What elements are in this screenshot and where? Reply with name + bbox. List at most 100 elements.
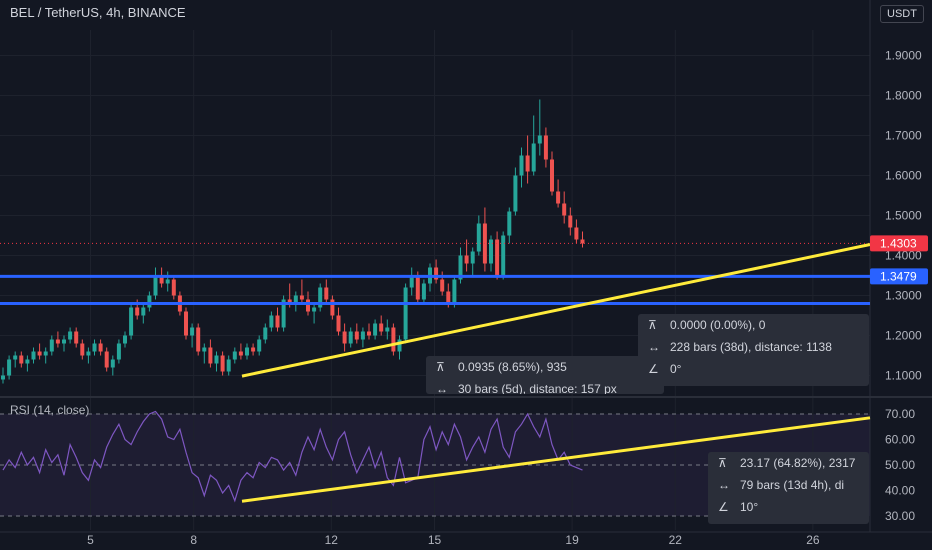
price-tag-label: 1.3479 bbox=[880, 269, 917, 283]
measure-box-2[interactable]: ⊼ 0.0000 (0.00%), 0 ↔ 228 bars (38d), dist… bbox=[638, 314, 869, 386]
candle-body bbox=[525, 155, 530, 172]
measure-angle: 0° bbox=[670, 362, 682, 376]
candle-body bbox=[318, 287, 323, 308]
candle-body bbox=[49, 339, 54, 352]
candle-body bbox=[135, 307, 140, 316]
candle-body bbox=[470, 251, 475, 264]
candle-body bbox=[354, 331, 359, 340]
price-tick-label: 1.3000 bbox=[885, 289, 922, 303]
time-tick-label: 19 bbox=[565, 533, 579, 547]
candle-body bbox=[184, 311, 188, 336]
rsi-line bbox=[2, 410, 583, 503]
candle-body bbox=[391, 327, 396, 352]
price-range-icon: ⊼ bbox=[436, 360, 445, 374]
candle-body bbox=[556, 191, 561, 204]
candle-body bbox=[141, 307, 146, 316]
candle-body bbox=[367, 331, 371, 336]
measure-price-row: ⊼ 0.0935 (8.65%), 935 bbox=[426, 356, 664, 378]
candle-body bbox=[312, 307, 317, 312]
candle-body bbox=[574, 227, 579, 240]
candle-body bbox=[263, 327, 268, 340]
time-tick-label: 15 bbox=[428, 533, 442, 547]
candle-body bbox=[214, 355, 219, 364]
measure-price-change: 0.0000 (0.00%), 0 bbox=[670, 318, 766, 332]
price-tick-label: 1.6000 bbox=[885, 169, 922, 183]
candle-body bbox=[202, 347, 207, 352]
candle-body bbox=[324, 287, 329, 300]
price-tag-bg bbox=[870, 235, 928, 252]
candle-body bbox=[306, 299, 310, 312]
candle-body bbox=[7, 359, 12, 376]
price-tick-label: 1.2000 bbox=[885, 329, 922, 343]
price-tick-label: 1.7000 bbox=[885, 129, 922, 143]
candle-body bbox=[104, 351, 109, 368]
rsi-title: RSI (14, close) bbox=[10, 403, 90, 417]
measure-box-3[interactable]: ⊼ 23.17 (64.82%), 2317 ↔ 79 bars (13d 4h),… bbox=[708, 452, 869, 524]
candle-body bbox=[165, 279, 170, 284]
candle-body bbox=[336, 315, 341, 332]
candle-body bbox=[238, 351, 243, 356]
measure-bars-row: ↔ 228 bars (38d), distance: 1138 bbox=[638, 336, 869, 358]
angle-icon: ∠ bbox=[648, 362, 659, 376]
rsi-trendline bbox=[241, 416, 871, 503]
candle-body bbox=[293, 295, 298, 304]
candle-body bbox=[373, 323, 378, 336]
candle-body bbox=[360, 331, 365, 340]
measure-box-1[interactable]: ⊼ 0.0935 (8.65%), 935 ↔ 30 bars (5d), dist… bbox=[426, 356, 664, 394]
candle-body bbox=[580, 239, 585, 244]
candle-body bbox=[220, 355, 225, 372]
measure-angle-row: ∠ 0° bbox=[638, 358, 869, 380]
angle-icon: ∠ bbox=[718, 500, 729, 514]
time-tick-label: 12 bbox=[325, 533, 339, 547]
date-range-icon: ↔ bbox=[648, 340, 660, 354]
rsi-tick-label: 30.00 bbox=[885, 509, 915, 523]
candle-body bbox=[495, 239, 500, 276]
currency-button[interactable]: USDT bbox=[880, 5, 924, 23]
candle-body bbox=[275, 315, 280, 328]
candle-body bbox=[452, 279, 457, 304]
price-tick-label: 1.8000 bbox=[885, 89, 922, 103]
time-tick-label: 26 bbox=[806, 533, 820, 547]
candle-body bbox=[550, 159, 554, 192]
candle-body bbox=[507, 211, 512, 236]
candle-body bbox=[251, 347, 256, 352]
price-range-icon: ⊼ bbox=[718, 456, 727, 470]
candle-body bbox=[31, 351, 36, 360]
candle-body bbox=[43, 351, 48, 356]
candle-body bbox=[116, 343, 121, 360]
price-axis: 1.9000 1.8000 1.7000 1.6000 1.5000 1.4000 1.30… bbox=[87, 49, 928, 547]
candle-body bbox=[153, 275, 158, 296]
measure-range: 228 bars (38d), distance: 1138 bbox=[670, 340, 832, 354]
candle-body bbox=[25, 359, 30, 364]
candle-body bbox=[397, 339, 402, 352]
measure-range: 30 bars (5d), distance: 157 px bbox=[458, 382, 617, 394]
candle-body bbox=[129, 307, 134, 336]
candle-body bbox=[458, 255, 463, 280]
candle-body bbox=[196, 327, 201, 352]
rsi-tick-label: 70.00 bbox=[885, 407, 915, 421]
candle-body bbox=[98, 343, 103, 352]
measure-bars-row: ↔ 79 bars (13d 4h), di bbox=[708, 474, 869, 496]
rsi-tick-label: 50.00 bbox=[885, 458, 915, 472]
price-tag-label: 1.4303 bbox=[880, 236, 917, 250]
candle-body bbox=[257, 339, 262, 352]
measure-price-change: 0.0935 (8.65%), 935 bbox=[458, 360, 567, 374]
candle-body bbox=[415, 275, 420, 300]
candle-body bbox=[190, 327, 195, 336]
candle-body bbox=[531, 143, 536, 172]
candle-body bbox=[409, 275, 414, 288]
candle-body bbox=[299, 295, 304, 300]
candle-body bbox=[330, 299, 335, 316]
candle-body bbox=[501, 235, 506, 276]
candle-body bbox=[446, 291, 451, 304]
symbol-title: BEL / TetherUS, 4h, BINANCE bbox=[10, 5, 186, 20]
rsi-tick-label: 40.00 bbox=[885, 484, 915, 498]
measure-angle-row: ∠ 10° bbox=[708, 496, 869, 518]
candle-body bbox=[269, 315, 274, 328]
price-range-icon: ⊼ bbox=[648, 318, 657, 332]
candle-body bbox=[37, 351, 42, 356]
candle-body bbox=[208, 347, 213, 364]
candle-body bbox=[147, 295, 152, 308]
candle-body bbox=[537, 135, 542, 144]
candle-body bbox=[440, 279, 445, 292]
